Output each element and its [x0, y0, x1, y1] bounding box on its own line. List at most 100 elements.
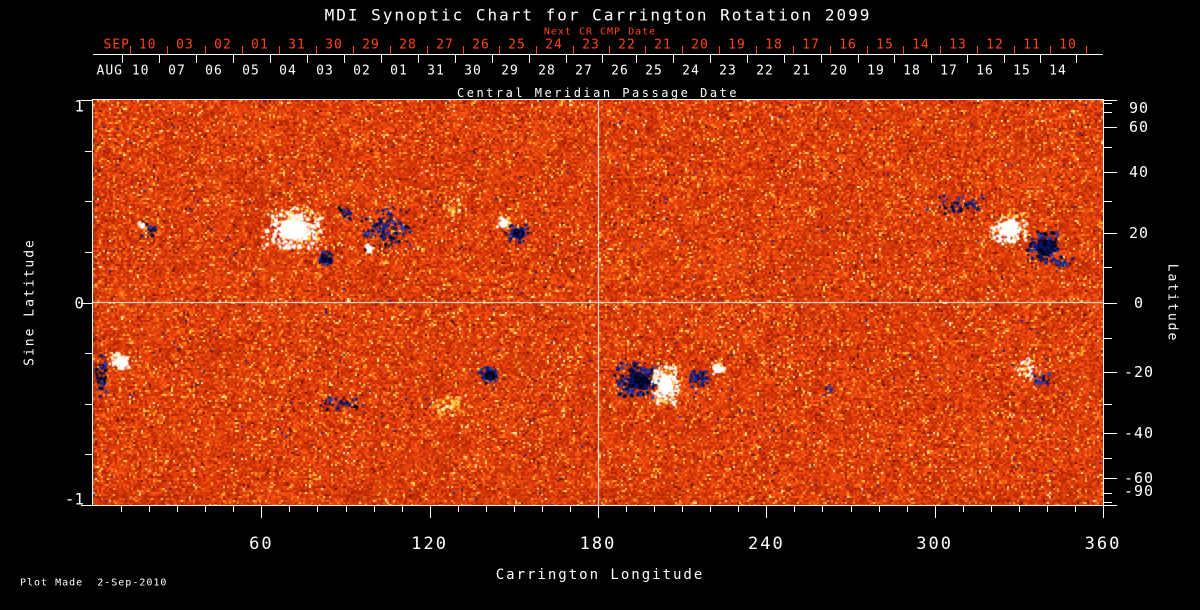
next-cr-cmp-date-label: Next CR CMP Date: [543, 26, 657, 38]
tick-mark: [1049, 46, 1051, 54]
tick-mark: [1013, 46, 1015, 54]
tick-mark: [204, 46, 206, 54]
tick-mark: [129, 46, 131, 54]
tick-mark: [205, 505, 207, 512]
cmp-date-label: 27: [575, 63, 593, 79]
y-tick-label-left: -1: [64, 489, 84, 509]
tick-mark: [976, 46, 978, 54]
tick-mark: [1018, 505, 1020, 512]
cmp-date-label: 26: [611, 63, 629, 79]
next-cr-date-label: 20: [691, 37, 709, 53]
tick-mark: [569, 505, 571, 512]
tick-mark: [893, 55, 895, 63]
next-cr-date-label: 12: [986, 37, 1004, 53]
cmp-date-label: 24: [682, 63, 700, 79]
cmp-date-label: 17: [940, 63, 958, 79]
tick-mark: [654, 505, 656, 512]
y-tick-label-right: 40: [1128, 163, 1150, 182]
tick-mark: [930, 55, 932, 63]
tick-mark: [166, 46, 168, 54]
tick-mark: [738, 505, 740, 512]
next-cr-date-label: 24: [545, 37, 563, 53]
tick-mark: [939, 46, 941, 54]
tick-mark: [528, 55, 530, 63]
tick-mark: [635, 55, 637, 63]
tick-mark: [85, 403, 93, 405]
tick-mark: [81, 302, 93, 304]
tick-mark: [1104, 100, 1117, 101]
tick-mark: [278, 46, 280, 54]
tick-mark: [822, 505, 824, 512]
x-tick-label: 180: [579, 534, 617, 554]
cmp-date-label: 25: [645, 63, 663, 79]
next-cr-date-label: 17: [802, 37, 820, 53]
tick-mark: [306, 55, 308, 63]
cmp-date-label: 02: [353, 63, 371, 79]
cmp-date-label: 21: [793, 63, 811, 79]
cmp-date-label: 30: [464, 63, 482, 79]
next-cr-date-label: SEP 10: [103, 37, 157, 53]
tick-mark: [1104, 432, 1117, 434]
tick-mark: [81, 505, 93, 506]
tick-mark: [491, 55, 493, 63]
tick-mark: [85, 454, 93, 456]
tick-mark: [820, 55, 822, 63]
x-tick-label: 120: [411, 534, 449, 554]
tick-mark: [966, 55, 968, 63]
cmp-date-label: 15: [1013, 63, 1031, 79]
tick-mark: [352, 46, 354, 54]
tick-mark: [681, 46, 683, 54]
tick-mark: [429, 505, 431, 518]
tick-mark: [565, 55, 567, 63]
y-tick-label-right: -20: [1123, 362, 1155, 381]
tick-mark: [990, 505, 992, 512]
tick-mark: [345, 505, 347, 512]
cmp-date-label: 18: [903, 63, 921, 79]
cmp-date-label: 05: [242, 63, 260, 79]
x-axis-title: Carrington Longitude: [495, 567, 705, 583]
x-tick-label: 300: [916, 534, 954, 554]
tick-mark: [1046, 505, 1048, 512]
tick-mark: [709, 55, 711, 63]
tick-mark: [718, 46, 720, 54]
tick-mark: [195, 55, 197, 63]
tick-mark: [232, 55, 234, 63]
next-cr-date-label: 03: [176, 37, 194, 53]
tick-mark: [710, 505, 712, 512]
tick-mark: [572, 46, 574, 54]
tick-mark: [1104, 302, 1117, 304]
next-cr-date-label: 29: [362, 37, 380, 53]
next-cr-date-label: 16: [839, 37, 857, 53]
tick-mark: [902, 46, 904, 54]
tick-mark: [682, 505, 684, 512]
cmp-date-label: 16: [976, 63, 994, 79]
y-tick-label-right: -40: [1123, 423, 1155, 442]
tick-mark: [906, 505, 908, 512]
tick-mark: [1104, 501, 1112, 503]
tick-mark: [121, 55, 123, 63]
y-tick-label-right: 20: [1128, 224, 1150, 243]
next-cr-date-label: 11: [1023, 37, 1041, 53]
tick-mark: [1104, 127, 1117, 129]
tick-mark: [485, 505, 487, 512]
tick-mark: [177, 505, 179, 512]
tick-mark: [766, 505, 768, 518]
next-cr-date-label: 14: [912, 37, 930, 53]
y-tick-label-left: 1: [74, 96, 84, 116]
tick-mark: [269, 55, 271, 63]
next-cr-date-label: 25: [508, 37, 526, 53]
tick-mark: [1104, 371, 1117, 373]
tick-mark: [1104, 457, 1112, 459]
tick-mark: [498, 46, 500, 54]
next-cr-date-label: 28: [399, 37, 417, 53]
tick-mark: [343, 55, 345, 63]
tick-mark: [755, 46, 757, 54]
next-cr-date-label: 23: [582, 37, 600, 53]
next-cr-date-label: 27: [436, 37, 454, 53]
tick-mark: [934, 505, 936, 518]
tick-mark: [783, 55, 785, 63]
tick-mark: [1104, 172, 1117, 174]
cmp-date-label: 03: [316, 63, 334, 79]
cmp-date-label: 22: [756, 63, 774, 79]
tick-mark: [794, 505, 796, 512]
